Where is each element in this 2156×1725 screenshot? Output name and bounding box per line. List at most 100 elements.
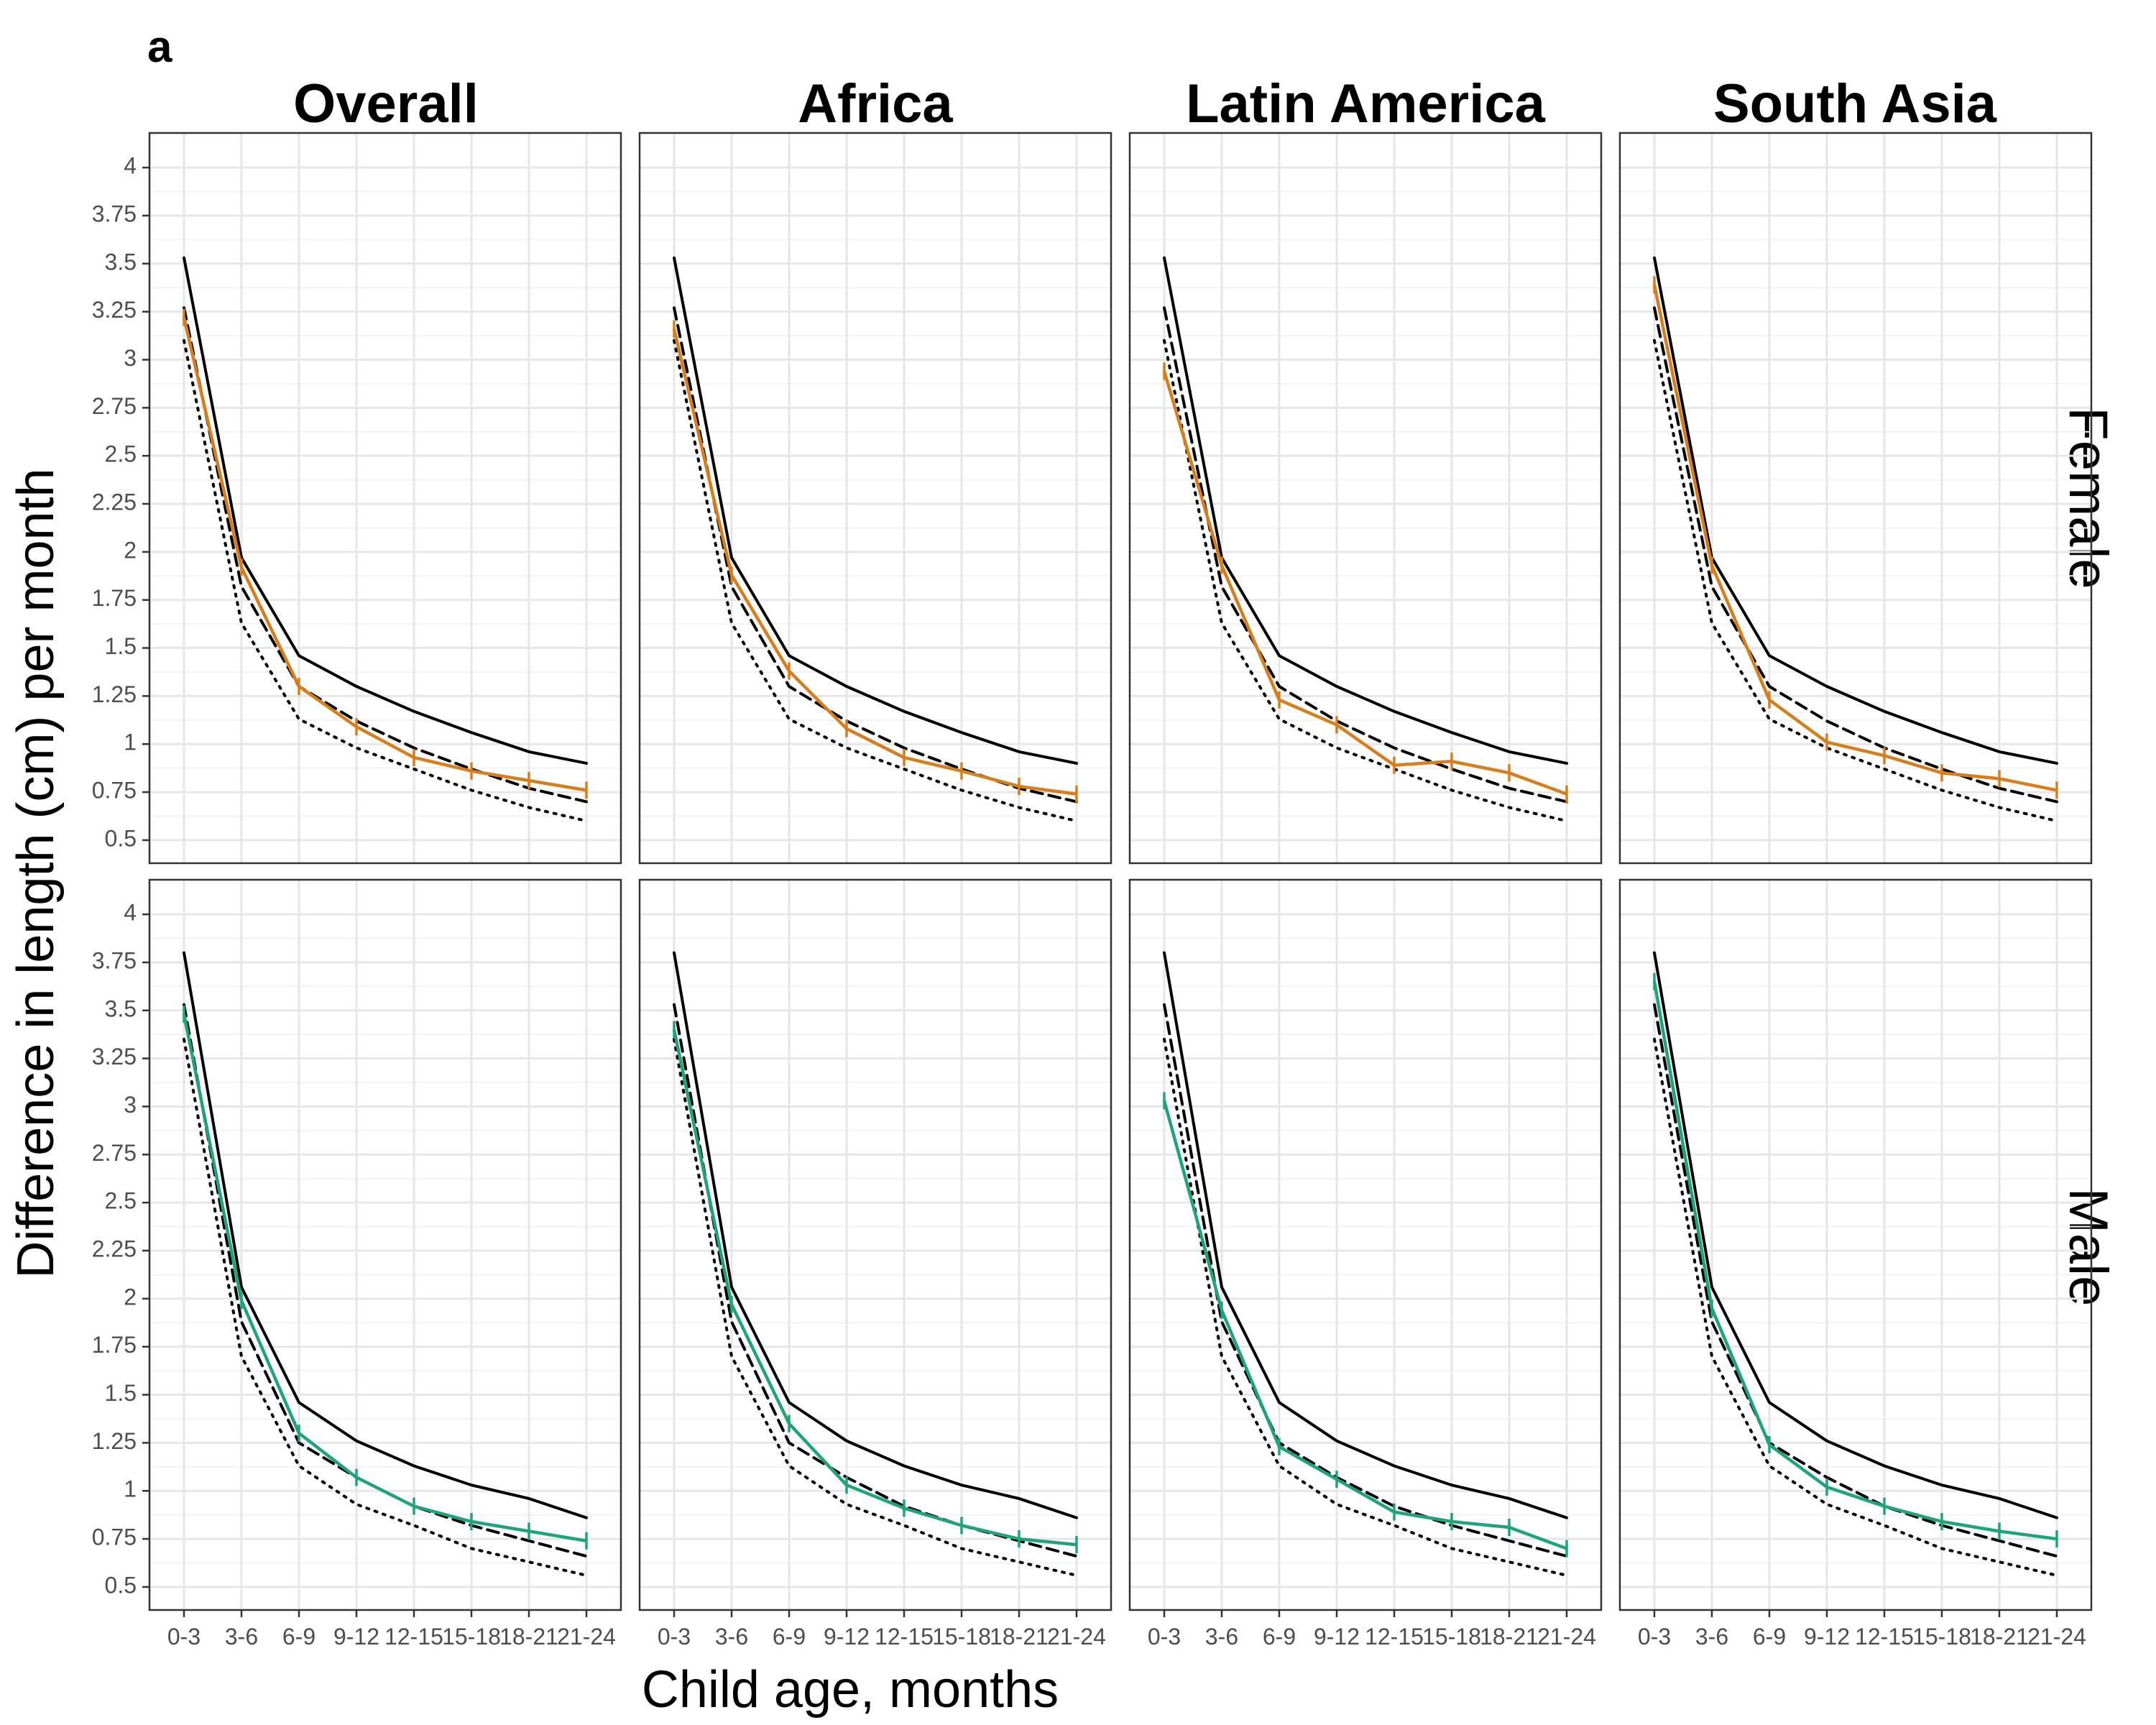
x-tick-label: 0-3 bbox=[1148, 1624, 1181, 1650]
x-tick-label: 18-21 bbox=[1970, 1624, 2029, 1650]
y-tick-label: 0.5 bbox=[105, 1572, 137, 1598]
x-tick-label: 12-15 bbox=[384, 1624, 443, 1650]
panel-border bbox=[148, 878, 622, 1611]
panel-border bbox=[148, 132, 622, 865]
y-tick-label: 2.75 bbox=[92, 1140, 137, 1166]
y-tick-label: 2.5 bbox=[105, 441, 137, 467]
y-tick-label: 1.5 bbox=[105, 1380, 137, 1406]
reference-line-dashed bbox=[673, 306, 1078, 804]
x-tick-label: 15-18 bbox=[1422, 1624, 1481, 1650]
reference-line-dashed bbox=[673, 1003, 1078, 1558]
x-tick-label: 9-12 bbox=[824, 1624, 870, 1650]
x-tick-label: 15-18 bbox=[1912, 1624, 1971, 1650]
panel-border bbox=[1618, 132, 2093, 865]
observed-line bbox=[182, 1013, 587, 1542]
x-tick-label: 9-12 bbox=[1804, 1624, 1850, 1650]
observed-line bbox=[1652, 284, 2058, 792]
y-tick-label: 2.25 bbox=[92, 489, 137, 515]
reference-line-dotted bbox=[1163, 339, 1568, 823]
y-tick-label: 2.75 bbox=[92, 393, 137, 419]
panel-border bbox=[1128, 132, 1603, 865]
x-tick-label: 15-18 bbox=[442, 1624, 501, 1650]
y-tick-label: 0.75 bbox=[92, 1524, 137, 1550]
row-label-female: Female bbox=[2058, 407, 2119, 589]
region-title-africa: Africa bbox=[798, 73, 953, 134]
reference-line-dotted bbox=[1653, 1037, 2058, 1577]
y-tick-label: 3.75 bbox=[92, 947, 137, 973]
reference-line-dashed bbox=[1163, 1003, 1568, 1558]
y-tick-label: 1.25 bbox=[92, 681, 137, 707]
region-title-latin-america: Latin America bbox=[1186, 73, 1546, 134]
y-tick-label: 0.75 bbox=[92, 778, 137, 804]
observed-line bbox=[182, 317, 587, 792]
reference-line-dashed bbox=[183, 1003, 588, 1558]
y-tick-label: 2.5 bbox=[105, 1188, 137, 1214]
reference-line-dotted bbox=[1653, 339, 2058, 823]
observed-line bbox=[1652, 981, 2058, 1541]
reference-line-dotted bbox=[183, 1037, 588, 1577]
panel-label: a bbox=[147, 22, 172, 72]
facet-africa-female bbox=[638, 132, 1112, 865]
y-tick-label: 2 bbox=[124, 537, 137, 563]
x-tick-label: 18-21 bbox=[990, 1624, 1049, 1650]
y-tick-label: 3.25 bbox=[92, 297, 137, 323]
reference-line-dotted bbox=[1163, 1037, 1568, 1577]
x-tick-label: 6-9 bbox=[773, 1624, 806, 1650]
reference-line-dotted bbox=[183, 339, 588, 823]
facet-south-asia-female bbox=[1618, 132, 2093, 865]
observed-line bbox=[672, 1029, 1077, 1547]
reference-line-solid bbox=[183, 951, 588, 1519]
x-tick-label: 21-24 bbox=[2027, 1624, 2086, 1650]
observed-line bbox=[1162, 1100, 1567, 1550]
row-label-male: Male bbox=[2058, 1188, 2119, 1307]
y-tick-label: 3 bbox=[124, 1092, 137, 1118]
y-tick-label: 2.25 bbox=[92, 1236, 137, 1261]
reference-line-solid bbox=[1163, 256, 1568, 765]
reference-line-dotted bbox=[673, 1037, 1078, 1577]
x-tick-label: 3-6 bbox=[1205, 1624, 1238, 1650]
reference-line-dashed bbox=[1653, 306, 2058, 804]
y-tick-label: 3.5 bbox=[105, 249, 137, 275]
panel-border bbox=[638, 132, 1112, 865]
x-tick-label: 9-12 bbox=[1314, 1624, 1360, 1650]
panel-border bbox=[1618, 878, 2093, 1611]
x-tick-label: 6-9 bbox=[1263, 1624, 1296, 1650]
x-axis-title: Child age, months bbox=[642, 1661, 1059, 1719]
reference-line-solid bbox=[673, 256, 1078, 765]
y-tick-label: 1.5 bbox=[105, 633, 137, 659]
y-axis-title: Difference in length (cm) per month bbox=[7, 468, 65, 1278]
x-tick-label: 18-21 bbox=[1480, 1624, 1539, 1650]
x-tick-label: 21-24 bbox=[1537, 1624, 1596, 1650]
reference-line-solid bbox=[1653, 951, 2058, 1519]
x-tick-label: 12-15 bbox=[1855, 1624, 1914, 1650]
reference-line-solid bbox=[673, 951, 1078, 1519]
observed-line bbox=[1162, 370, 1567, 796]
reference-line-dashed bbox=[1163, 306, 1568, 804]
x-tick-label: 12-15 bbox=[875, 1624, 934, 1650]
x-tick-label: 21-24 bbox=[1047, 1624, 1106, 1650]
y-tick-label: 1.25 bbox=[92, 1428, 137, 1454]
region-title-south-asia: South Asia bbox=[1713, 73, 1997, 134]
y-tick-label: 2 bbox=[124, 1284, 137, 1310]
reference-line-solid bbox=[1163, 951, 1568, 1519]
y-tick-label: 3 bbox=[124, 345, 137, 371]
facet-latin-america-female bbox=[1128, 132, 1603, 865]
y-tick-label: 1.75 bbox=[92, 585, 137, 611]
y-tick-label: 1 bbox=[124, 730, 137, 755]
reference-line-dashed bbox=[1653, 1003, 2058, 1558]
reference-line-solid bbox=[1653, 256, 2058, 765]
y-tick-label: 3.5 bbox=[105, 995, 137, 1021]
x-tick-label: 12-15 bbox=[1365, 1624, 1424, 1650]
panel-border bbox=[1128, 878, 1603, 1611]
y-tick-label: 3.25 bbox=[92, 1044, 137, 1070]
y-tick-label: 1.75 bbox=[92, 1332, 137, 1358]
region-title-overall: Overall bbox=[293, 73, 479, 134]
reference-line-dotted bbox=[673, 339, 1078, 823]
x-tick-label: 6-9 bbox=[1753, 1624, 1786, 1650]
x-tick-label: 3-6 bbox=[715, 1624, 748, 1650]
y-tick-label: 4 bbox=[124, 153, 137, 179]
